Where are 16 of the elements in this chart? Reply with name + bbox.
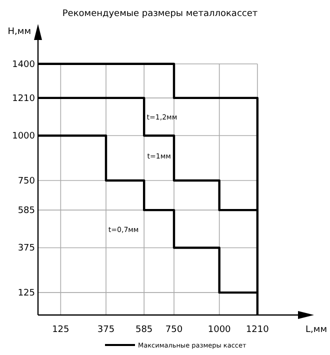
- x-tick-label: 1210: [246, 325, 270, 335]
- x-tick-label: 1000: [208, 325, 232, 335]
- y-tick-label: 125: [18, 288, 35, 299]
- y-tick-label: 585: [18, 206, 35, 216]
- x-axis-title: L,мм: [306, 325, 327, 335]
- y-tick-label: 1400: [12, 60, 36, 70]
- x-tick-label: 750: [165, 325, 183, 335]
- x-tick-label: 125: [52, 325, 70, 335]
- chart-title: Рекомендуемые размеры металлокассет: [62, 9, 258, 19]
- x-tick-label: 585: [135, 325, 153, 335]
- y-tick-label: 1210: [12, 94, 36, 104]
- y-tick-label: 1000: [12, 132, 36, 142]
- y-tick-label: 375: [18, 244, 35, 254]
- y-axis-title: H,мм: [8, 27, 31, 37]
- y-tick-label: 750: [18, 176, 36, 186]
- x-tick-label: 375: [97, 325, 115, 335]
